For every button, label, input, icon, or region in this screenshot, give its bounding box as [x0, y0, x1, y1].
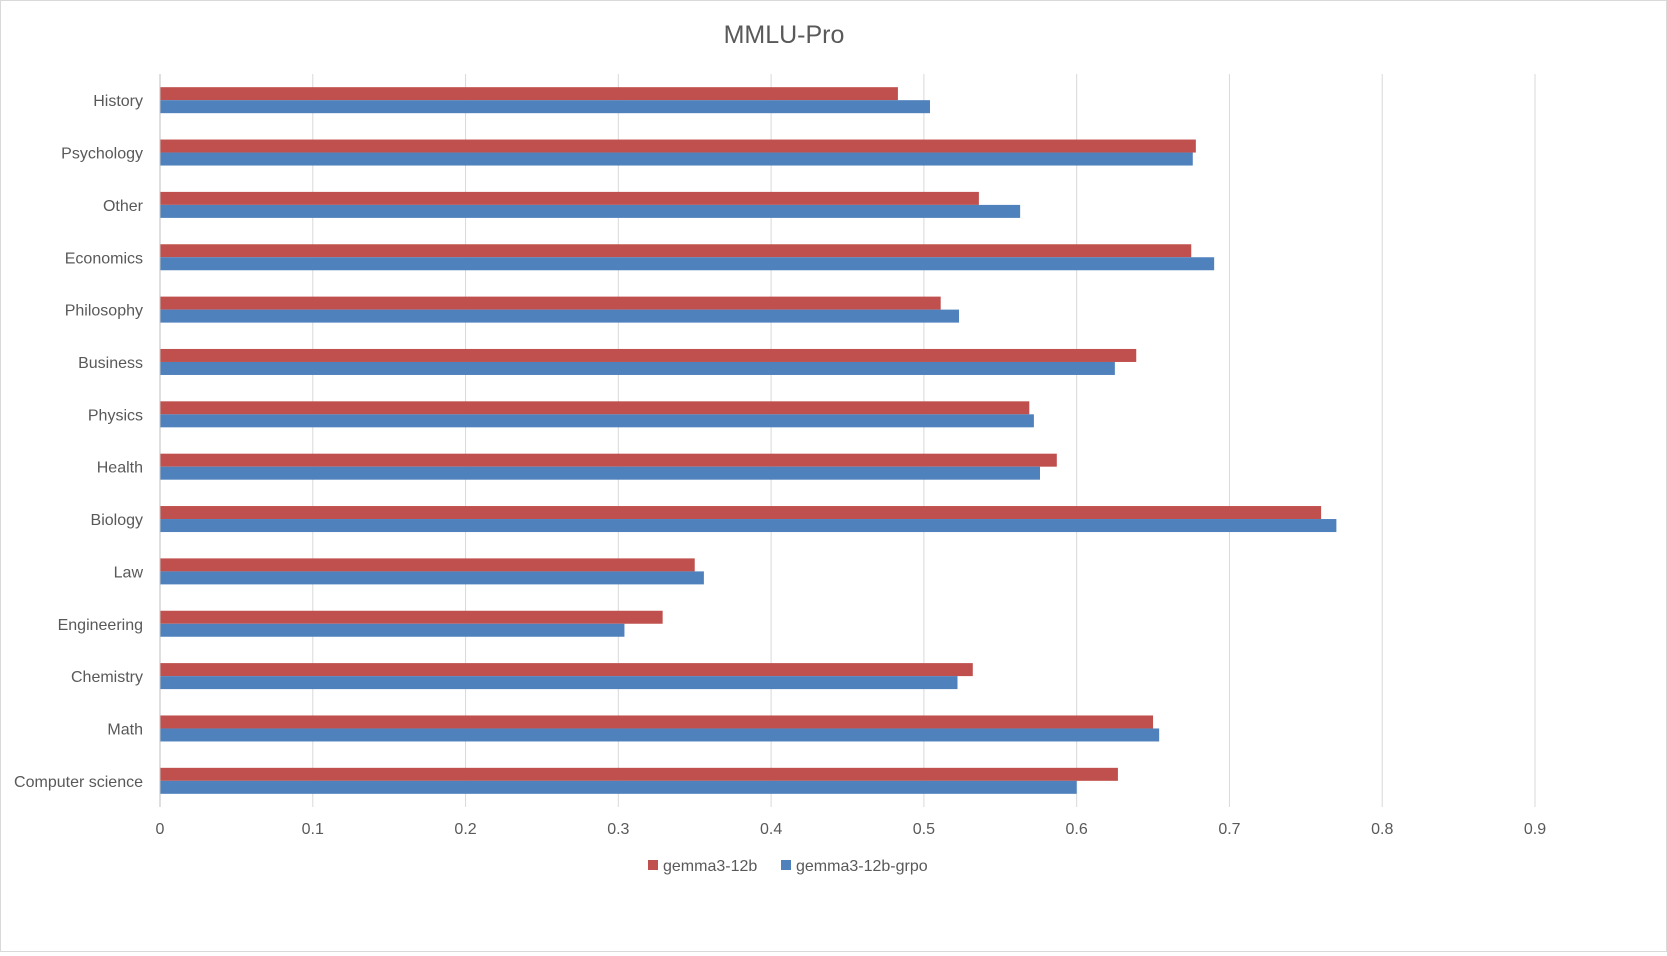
bar-gemma3-12b-grpo	[160, 676, 958, 690]
bar-gemma3-12b-grpo	[160, 466, 1040, 480]
x-tick-label: 0.4	[760, 821, 782, 838]
legend-label: gemma3-12b-grpo	[796, 858, 928, 875]
category-label: Law	[114, 564, 144, 581]
bar-gemma3-12b	[160, 348, 1137, 362]
bars	[160, 87, 1337, 794]
legend-label: gemma3-12b	[663, 858, 757, 875]
category-label: History	[93, 93, 143, 110]
x-tick-label: 0.9	[1524, 821, 1546, 838]
bar-gemma3-12b	[160, 191, 979, 205]
category-label: Chemistry	[71, 669, 143, 686]
bar-gemma3-12b-grpo	[160, 780, 1077, 794]
bar-gemma3-12b	[160, 139, 1196, 153]
bar-gemma3-12b-grpo	[160, 100, 930, 114]
category-label: Psychology	[61, 146, 143, 163]
category-label: Philosophy	[65, 303, 143, 320]
category-label: Math	[107, 721, 143, 738]
bar-gemma3-12b	[160, 767, 1118, 781]
bar-gemma3-12b	[160, 244, 1192, 258]
x-tick-label: 0.8	[1371, 821, 1393, 838]
legend: gemma3-12b gemma3-12b-grpo	[648, 858, 928, 875]
bar-gemma3-12b	[160, 401, 1030, 415]
bar-gemma3-12b-grpo	[160, 414, 1034, 428]
bar-gemma3-12b-grpo	[160, 519, 1337, 533]
category-label: Physics	[88, 407, 143, 424]
bar-gemma3-12b-grpo	[160, 571, 704, 585]
category-labels: History Psychology Other Economics Philosoph…	[14, 93, 144, 791]
bar-gemma3-12b-grpo	[160, 361, 1115, 375]
bar-gemma3-12b	[160, 610, 663, 624]
legend-swatch	[781, 860, 791, 870]
bar-gemma3-12b-grpo	[160, 623, 625, 637]
bar-gemma3-12b-grpo	[160, 257, 1215, 271]
x-tick-label: 0.7	[1218, 821, 1240, 838]
x-tick-labels: 0 0.1 0.2 0.3 0.4 0.5 0.6 0.7 0.8 0.9	[156, 821, 1547, 838]
bar-gemma3-12b	[160, 715, 1154, 729]
x-tick-label: 0	[156, 821, 165, 838]
category-label: Business	[78, 355, 143, 372]
category-label: Economics	[65, 250, 143, 267]
bar-gemma3-12b	[160, 296, 941, 310]
x-tick-label: 0.6	[1066, 821, 1088, 838]
bar-gemma3-12b-grpo	[160, 204, 1021, 218]
bar-gemma3-12b-grpo	[160, 728, 1160, 742]
category-label: Biology	[91, 512, 143, 529]
chart-title: MMLU-Pro	[724, 21, 845, 49]
bar-gemma3-12b	[160, 506, 1322, 520]
bar-gemma3-12b-grpo	[160, 309, 960, 323]
category-label: Health	[97, 460, 143, 477]
bar-gemma3-12b	[160, 87, 898, 101]
x-tick-label: 0.2	[454, 821, 476, 838]
category-label: Other	[103, 198, 144, 215]
bar-gemma3-12b-grpo	[160, 152, 1193, 166]
category-label: Computer science	[14, 774, 143, 791]
bar-gemma3-12b	[160, 558, 695, 572]
gridlines	[312, 74, 1536, 807]
bar-gemma3-12b	[160, 453, 1057, 467]
legend-swatch	[648, 860, 658, 870]
x-tick-label: 0.1	[302, 821, 324, 838]
x-tick-label: 0.5	[913, 821, 935, 838]
category-label: Engineering	[58, 617, 143, 634]
x-tick-label: 0.3	[607, 821, 629, 838]
bar-gemma3-12b	[160, 663, 973, 677]
